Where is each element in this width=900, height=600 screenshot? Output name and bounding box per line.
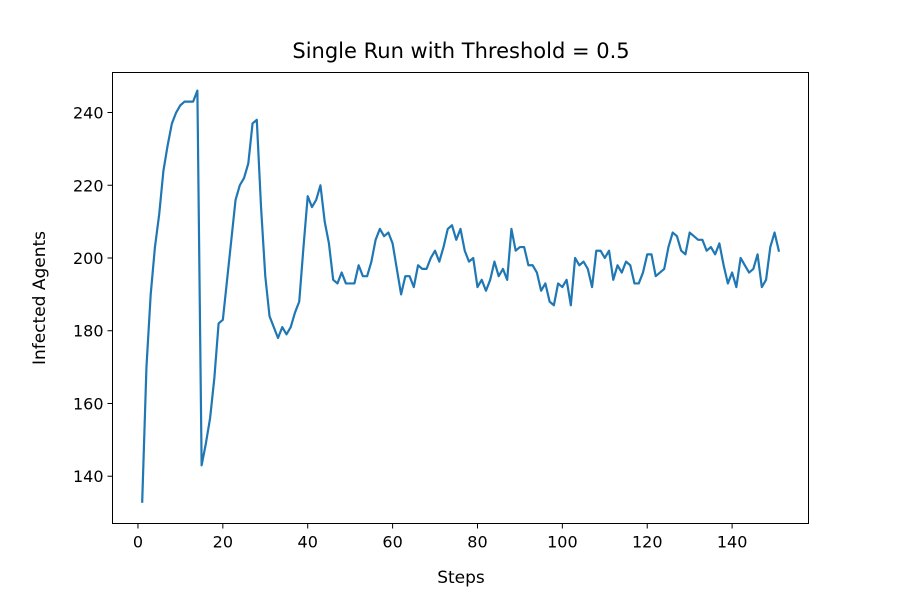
chart-title: Single Run with Threshold = 0.5 xyxy=(292,39,629,63)
x-tick-label: 20 xyxy=(213,533,233,552)
x-tick-label: 60 xyxy=(382,533,402,552)
y-tick-label: 180 xyxy=(73,322,104,341)
x-tick-label: 120 xyxy=(632,533,663,552)
x-tick-label: 100 xyxy=(547,533,578,552)
y-tick-label: 220 xyxy=(73,176,104,195)
y-tick-label: 200 xyxy=(73,249,104,268)
y-tick-label: 140 xyxy=(73,467,104,486)
x-tick-label: 0 xyxy=(133,533,143,552)
x-tick-label: 40 xyxy=(298,533,318,552)
x-axis-label: Steps xyxy=(437,568,485,588)
y-tick-label: 240 xyxy=(73,104,104,123)
y-axis-label: Infected Agents xyxy=(30,231,50,365)
plot-frame xyxy=(112,72,809,524)
x-tick-label: 80 xyxy=(467,533,487,552)
series-line-0 xyxy=(141,89,781,503)
y-tick-label: 160 xyxy=(73,394,104,413)
x-tick-label: 140 xyxy=(717,533,748,552)
